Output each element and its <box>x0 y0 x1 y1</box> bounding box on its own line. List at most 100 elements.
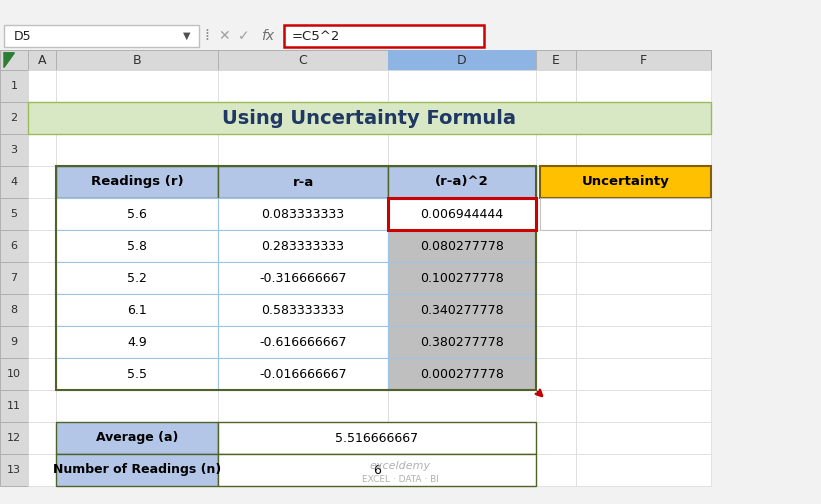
Bar <box>536 358 576 390</box>
Bar <box>388 166 536 198</box>
Bar <box>28 294 56 326</box>
Text: D: D <box>457 53 467 67</box>
Bar <box>388 358 536 390</box>
Text: fx: fx <box>261 29 274 43</box>
Bar <box>28 230 56 262</box>
Bar <box>388 166 536 198</box>
Bar <box>388 326 536 358</box>
Bar <box>218 358 388 390</box>
Bar <box>388 50 536 70</box>
Bar <box>56 166 536 390</box>
Text: -0.616666667: -0.616666667 <box>259 336 346 348</box>
Bar <box>56 230 218 262</box>
Bar <box>218 294 388 326</box>
Text: Uncertainty: Uncertainty <box>581 175 669 188</box>
Text: 0.080277778: 0.080277778 <box>420 239 504 253</box>
Bar <box>388 230 536 262</box>
Bar <box>0 166 28 198</box>
Bar <box>56 262 218 294</box>
Text: 4.9: 4.9 <box>127 336 147 348</box>
Bar <box>0 50 28 70</box>
Bar <box>576 134 711 166</box>
Text: 1: 1 <box>11 81 17 91</box>
Bar <box>576 294 711 326</box>
Text: Number of Readings (n): Number of Readings (n) <box>53 464 221 476</box>
Text: 12: 12 <box>7 433 21 443</box>
Bar <box>4 25 199 47</box>
Bar <box>388 358 536 390</box>
Bar <box>56 230 218 262</box>
Text: 5.5: 5.5 <box>127 367 147 381</box>
Text: 5.6: 5.6 <box>127 208 147 221</box>
Text: EXCEL · DATA · BI: EXCEL · DATA · BI <box>361 474 438 483</box>
Bar <box>218 230 388 262</box>
Bar <box>28 358 56 390</box>
Bar <box>536 198 576 230</box>
Bar <box>576 326 711 358</box>
Bar <box>56 166 218 198</box>
Bar <box>0 390 28 422</box>
Text: 6: 6 <box>373 464 381 476</box>
Text: 0.083333333: 0.083333333 <box>261 208 345 221</box>
Bar <box>56 326 218 358</box>
Bar <box>56 422 218 454</box>
Bar <box>218 358 388 390</box>
Bar <box>56 294 218 326</box>
Bar <box>540 166 711 198</box>
Bar <box>56 294 218 326</box>
Text: 0.006944444: 0.006944444 <box>420 208 503 221</box>
Bar <box>0 262 28 294</box>
Polygon shape <box>4 53 14 67</box>
Bar <box>56 454 218 486</box>
Bar <box>218 262 388 294</box>
Bar <box>576 230 711 262</box>
Text: 0.283333333: 0.283333333 <box>262 239 345 253</box>
Bar <box>56 102 218 134</box>
Text: C: C <box>299 53 307 67</box>
Bar <box>536 390 576 422</box>
Bar <box>218 134 388 166</box>
Bar <box>576 454 711 486</box>
Text: ✓: ✓ <box>238 29 250 43</box>
Text: 6.1: 6.1 <box>127 303 147 317</box>
Bar <box>28 50 56 70</box>
Bar <box>536 134 576 166</box>
Bar <box>218 454 388 486</box>
Bar <box>536 70 576 102</box>
Bar <box>576 390 711 422</box>
Bar <box>218 390 388 422</box>
Bar <box>0 422 28 454</box>
Text: 0.380277778: 0.380277778 <box>420 336 504 348</box>
Bar <box>388 454 536 486</box>
Bar <box>28 134 56 166</box>
Bar <box>388 230 536 262</box>
Bar <box>536 294 576 326</box>
Bar <box>218 102 388 134</box>
Bar <box>56 198 218 230</box>
Bar <box>388 198 536 230</box>
Bar <box>56 70 218 102</box>
Bar <box>56 50 218 70</box>
Bar <box>218 454 536 486</box>
Bar <box>218 422 388 454</box>
Text: 9: 9 <box>11 337 17 347</box>
Bar <box>218 166 388 198</box>
Bar <box>388 262 536 294</box>
Text: ▼: ▼ <box>183 31 190 41</box>
Bar <box>218 50 388 70</box>
Bar <box>28 454 56 486</box>
Bar <box>0 102 28 134</box>
Bar <box>218 198 388 230</box>
Bar <box>388 262 536 294</box>
Bar <box>0 326 28 358</box>
Bar <box>28 166 56 198</box>
Bar <box>576 198 711 230</box>
Bar <box>28 70 56 102</box>
Text: ⁞: ⁞ <box>204 29 209 43</box>
Bar <box>0 134 28 166</box>
Text: 13: 13 <box>7 465 21 475</box>
Bar <box>540 198 711 230</box>
Text: Average (a): Average (a) <box>96 431 178 445</box>
Bar <box>56 166 218 198</box>
Bar <box>28 102 56 134</box>
